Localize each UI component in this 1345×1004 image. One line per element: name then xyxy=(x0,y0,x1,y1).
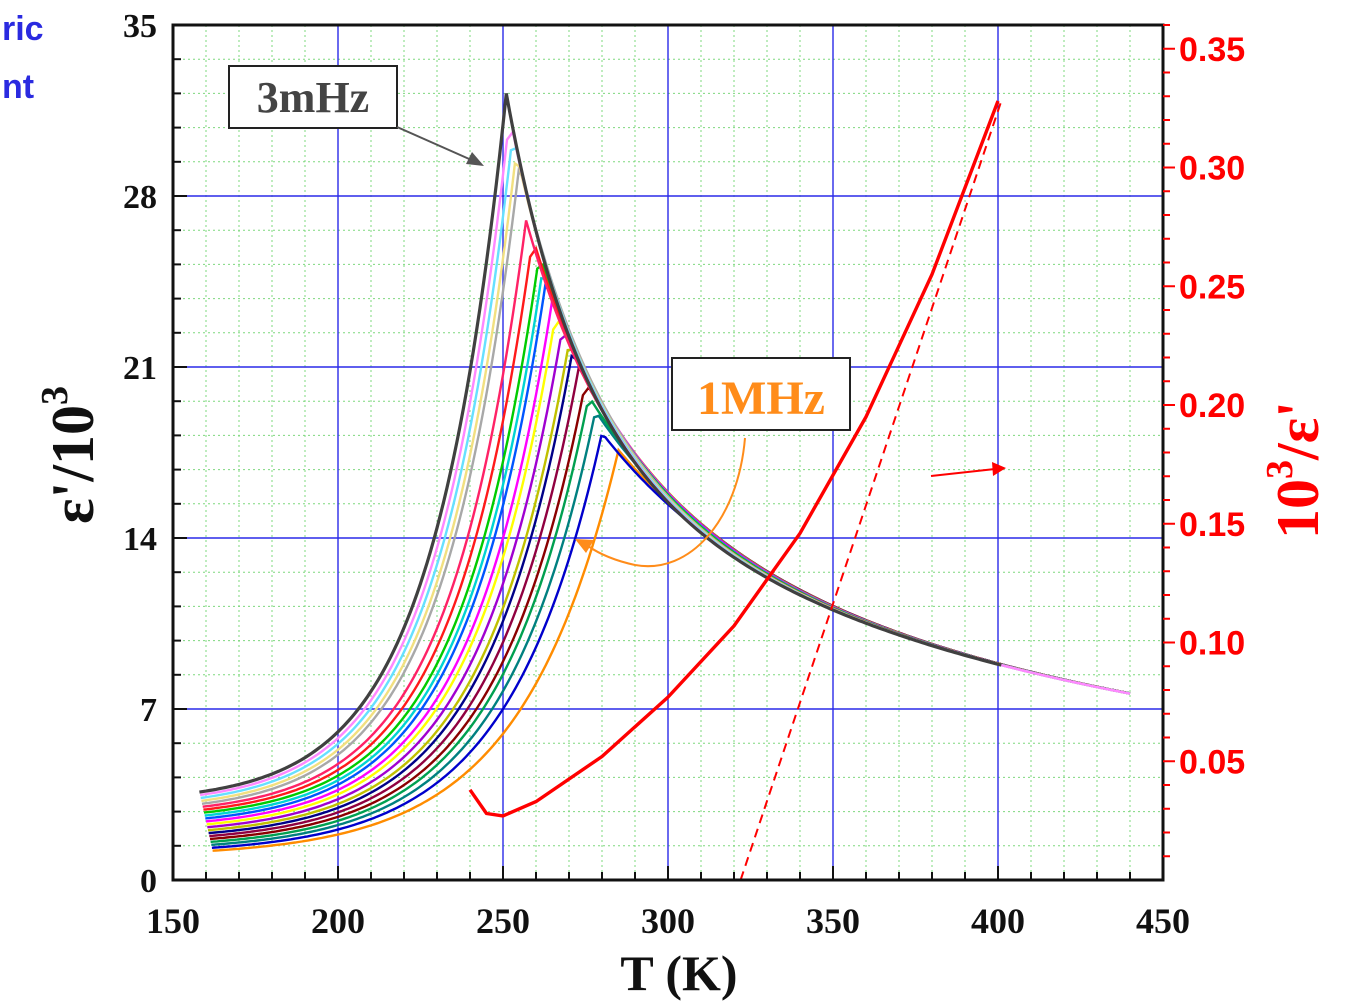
annotation-3mhz-label: 3mHz xyxy=(257,73,369,122)
annotation-1mhz-label: 1MHz xyxy=(697,372,825,425)
permittivity-curve xyxy=(210,399,1131,844)
x-tick-label: 150 xyxy=(146,901,200,941)
annotation-1mhz-box xyxy=(671,357,851,431)
annotation-1mhz-arrow xyxy=(587,437,746,568)
permittivity-curve xyxy=(199,93,1002,794)
permittivity-curve xyxy=(201,161,1131,803)
y-axis-label-right-tail: /ε' xyxy=(1265,401,1331,461)
y-tick-label-right: 0.30 xyxy=(1179,150,1245,188)
linear-fit-line xyxy=(739,100,1003,881)
y-tick-label-right: 0.20 xyxy=(1179,387,1245,425)
y-tick-label-right: 0.25 xyxy=(1179,268,1245,306)
x-tick-label: 200 xyxy=(311,901,365,941)
y-tick-label-left: 0 xyxy=(140,863,157,900)
annotation-1mhz-arrowhead xyxy=(575,539,594,553)
y-tick-label-left: 7 xyxy=(140,692,157,729)
y-axis-label-left: ε'/103 xyxy=(34,386,106,524)
y-axis-label-left-sup: 3 xyxy=(34,386,76,405)
y-tick-label-right: 0.35 xyxy=(1179,31,1245,69)
x-tick-label: 450 xyxy=(1136,901,1190,941)
permittivity-curve xyxy=(211,414,1131,846)
axes xyxy=(171,23,1175,882)
annotation-3mhz-box xyxy=(228,65,398,129)
inverse-permittivity-curve xyxy=(468,100,1000,818)
axis-pointer-arrow xyxy=(930,462,1006,477)
x-tick-label: 350 xyxy=(806,901,860,941)
major-grid xyxy=(173,25,1163,880)
permittivity-curve xyxy=(199,129,1131,797)
y-tick-label-left: 14 xyxy=(123,521,157,558)
permittivity-curve xyxy=(212,447,1131,852)
tick-labels: 150 200 250 300 350 400 450 0 7 14 21 28 35 0.05 0.10 0… xyxy=(123,8,1245,941)
permittivity-series xyxy=(199,93,1131,852)
right-axis-pointer-arrowhead xyxy=(992,462,1006,476)
y-tick-label-left: 21 xyxy=(123,350,157,387)
y-tick-label-right: 0.10 xyxy=(1179,625,1245,663)
permittivity-curve xyxy=(209,385,1131,841)
annotation-1mhz: 1MHz xyxy=(575,357,851,568)
y-tick-label-left: 28 xyxy=(123,179,157,216)
inverse-permittivity-series xyxy=(468,100,1003,881)
partial-title-line-2: nt xyxy=(2,68,34,106)
permittivity-curve xyxy=(209,363,1131,838)
annotation-3mhz-arrowhead xyxy=(466,152,484,166)
x-tick-label: 250 xyxy=(476,901,530,941)
y-axis-label-right-main: 10 xyxy=(1265,479,1331,539)
right-axis-pointer-line xyxy=(930,468,996,477)
permittivity-curve xyxy=(202,220,1131,808)
y-axis-label-left-main: ε'/10 xyxy=(40,405,106,524)
y-tick-label-right: 0.05 xyxy=(1179,743,1245,781)
annotation-3mhz: 3mHz xyxy=(228,65,484,166)
permittivity-curve xyxy=(208,353,1131,835)
x-axis-label: T (K) xyxy=(620,945,737,1001)
y-axis-label-right: 103/ε' xyxy=(1259,401,1331,539)
y-tick-label-left: 35 xyxy=(123,8,157,45)
y-axis-label-right-sup: 3 xyxy=(1259,460,1301,479)
y-tick-label-right: 0.15 xyxy=(1179,506,1245,544)
annotation-3mhz-arrow xyxy=(396,126,477,163)
x-tick-label: 400 xyxy=(971,901,1025,941)
partial-title-line-1: ric xyxy=(2,10,44,48)
x-tick-label: 300 xyxy=(641,901,695,941)
